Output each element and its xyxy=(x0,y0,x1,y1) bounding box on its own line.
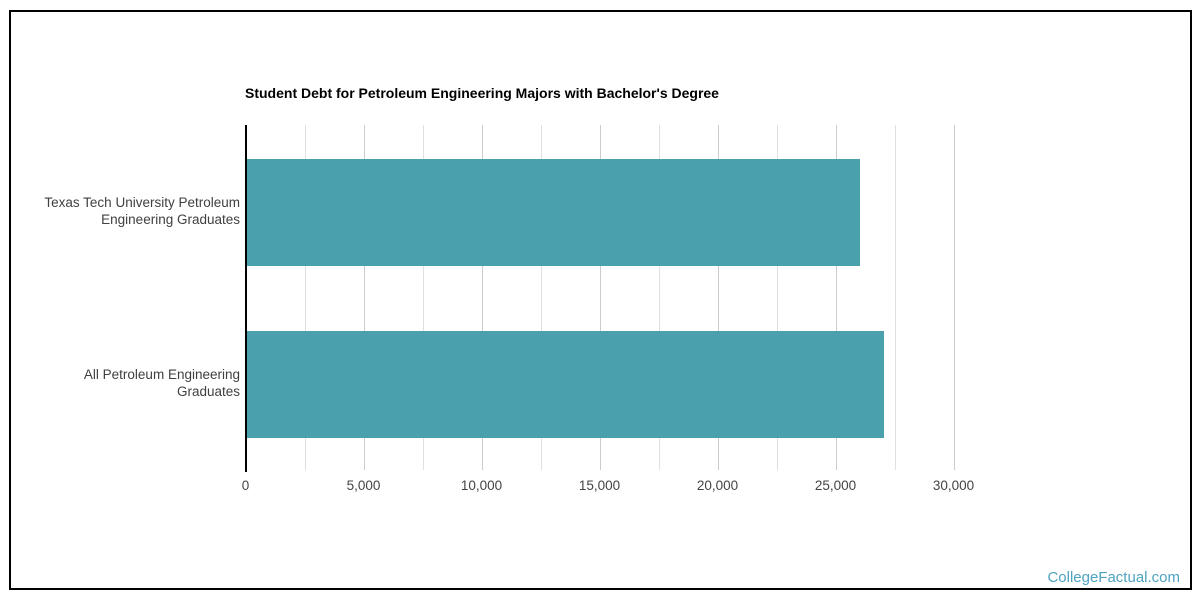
y-axis-label-line: Texas Tech University Petroleum xyxy=(44,195,240,210)
y-axis-label-line: All Petroleum Engineering xyxy=(83,367,240,382)
minor-gridline xyxy=(304,125,306,470)
x-axis-tick-label: 15,000 xyxy=(578,478,621,493)
major-gridline xyxy=(363,125,365,470)
y-axis-line xyxy=(244,125,247,472)
minor-gridline xyxy=(540,125,542,470)
y-axis-label: Texas Tech University Petroleum Engineeri… xyxy=(0,194,240,228)
major-gridline xyxy=(835,125,837,470)
major-gridline xyxy=(481,125,483,470)
major-gridline xyxy=(599,125,601,470)
major-gridline xyxy=(717,125,719,470)
x-axis-tick-label: 25,000 xyxy=(814,478,857,493)
x-axis-tick-label: 5,000 xyxy=(346,478,381,493)
y-axis-label-line: Engineering Graduates xyxy=(101,212,240,227)
x-axis-tick-label: 10,000 xyxy=(460,478,503,493)
x-axis-tick-label: 20,000 xyxy=(696,478,739,493)
minor-gridline xyxy=(894,125,896,470)
bar-all-graduates[interactable] xyxy=(246,330,884,438)
x-axis-tick-label: 0 xyxy=(241,478,250,493)
y-axis-label: All Petroleum Engineering Graduates xyxy=(0,366,240,400)
chart-title: Student Debt for Petroleum Engineering M… xyxy=(245,85,719,101)
major-gridline xyxy=(953,125,955,470)
minor-gridline xyxy=(776,125,778,470)
minor-gridline xyxy=(422,125,424,470)
minor-gridline xyxy=(658,125,660,470)
x-axis-tick-label: 30,000 xyxy=(932,478,975,493)
watermark-text: CollegeFactual.com xyxy=(1047,569,1180,586)
y-axis-label-line: Graduates xyxy=(176,384,240,399)
bar-texas-tech[interactable] xyxy=(246,158,861,266)
